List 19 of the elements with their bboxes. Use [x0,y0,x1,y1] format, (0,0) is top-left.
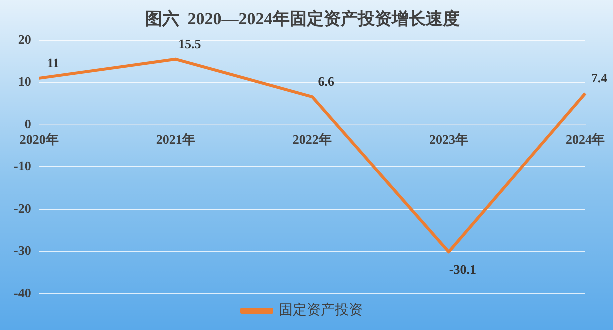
data-label: 15.5 [178,36,202,52]
y-tick-label: 10 [18,74,32,90]
y-tick-label: -20 [14,200,32,216]
data-label: 6.6 [318,74,336,89]
y-tick-label: -40 [14,285,32,300]
y-tick-label: -10 [14,158,32,174]
y-tick-label: 20 [18,32,32,47]
y-tick-label: 0 [24,116,32,132]
x-tick-label: 2022年 [292,132,332,148]
x-tick-label: 2023年 [429,132,468,148]
data-label: -30.1 [449,262,477,278]
x-tick-label: 2024年 [566,132,605,148]
legend-label: 固定资产投资 [279,302,363,319]
chart-title: 图六 2020—2024年固定资产投资增长速度 [145,10,460,29]
y-tick-label: -30 [14,243,32,258]
x-tick-label: 2021年 [156,132,196,148]
data-label: 7.4 [591,70,608,86]
data-label: 11 [47,55,60,70]
x-tick-label: 2020年 [20,132,59,148]
